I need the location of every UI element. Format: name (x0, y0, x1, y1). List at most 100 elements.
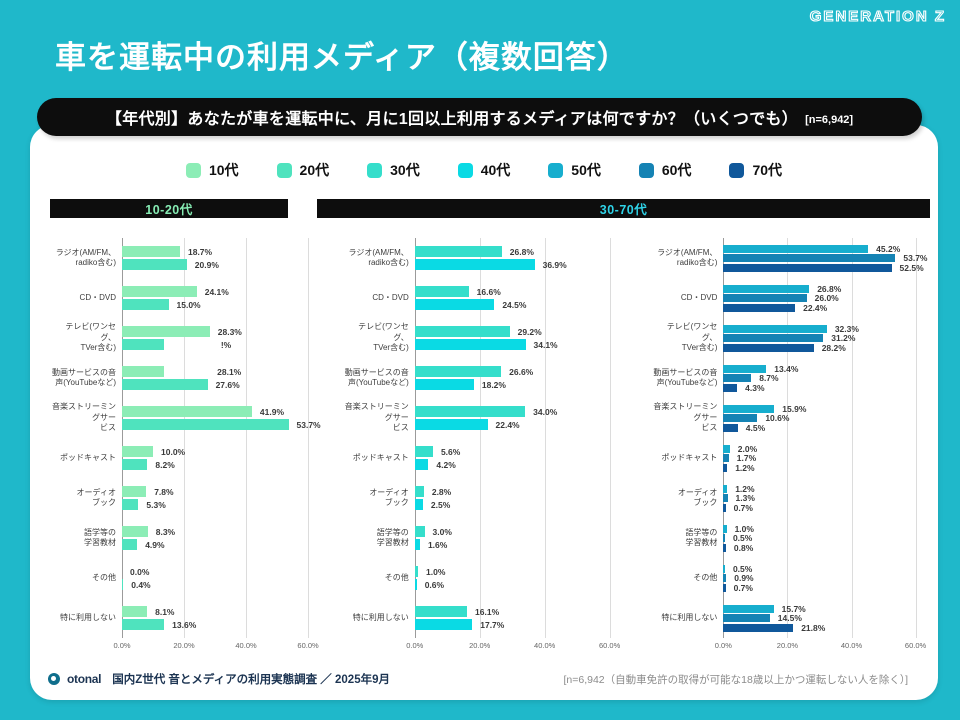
bar-value-label: 2.8% (431, 486, 452, 497)
bar-50代 (723, 564, 725, 573)
x-tick-label: 40.0% (840, 641, 863, 650)
charts-area: ラジオ(AM/FM、 radiko含む) CD・DVD テレビ(ワンセグ、 TVer含む… (30, 230, 938, 654)
bar-30代 (414, 286, 469, 297)
bar-value-label: 15.0% (176, 299, 201, 310)
gridline (308, 238, 310, 638)
bar-line: 53.7% (723, 253, 938, 263)
bar-line: 26.0% (723, 293, 938, 303)
bar-line: 10.6% (723, 413, 938, 423)
bar-line: 2.0% (723, 444, 938, 454)
bar-line: 32.3% (723, 324, 938, 334)
bar-line: 28.3% (122, 326, 330, 337)
bar-value-label: 0.9% (734, 573, 754, 583)
bar-70代 (723, 583, 726, 592)
otonal-logo-icon (48, 673, 60, 685)
bar-40代 (414, 579, 417, 590)
chart-50-70dai: ラジオ(AM/FM、 radiko含む) CD・DVD テレビ(ワンセグ、 TVer含む… (651, 230, 938, 654)
bar-value-label: !% (220, 339, 232, 350)
legend-label: 50代 (571, 162, 601, 178)
bar-line: 34.1% (414, 339, 633, 350)
bar-value-label: 0.6% (424, 579, 445, 590)
x-tick-label: 40.0% (235, 641, 257, 650)
bar-line: 17.7% (414, 619, 633, 630)
bar-value-label: 28.3% (217, 326, 242, 337)
bar-group: 8.1% 13.6% (122, 598, 330, 638)
category-label: テレビ(ワンセグ、 TVer含む) (358, 322, 409, 353)
x-tick-label: 20.0% (776, 641, 799, 650)
legend-swatch-icon (457, 162, 473, 178)
bar-value-label: 13.6% (172, 619, 197, 630)
bar-value-label: 8.7% (759, 373, 779, 383)
bar-line: 3.0% (414, 526, 633, 537)
bar-line: 8.3% (122, 526, 330, 537)
question-pill: 【年代別】あなたが車を運転中に、月に1回以上利用するメディアは何ですか？（いくつ… (37, 98, 922, 136)
legend-label: 30代 (390, 162, 420, 178)
bar-40代 (414, 499, 423, 510)
bar-value-label: 53.7% (903, 253, 928, 263)
bar-line: 4.2% (414, 459, 633, 470)
bar-group: 28.1% 27.6% (122, 358, 330, 398)
bar-value-label: 28.1% (217, 366, 242, 377)
bar-line: 21.8% (723, 623, 938, 633)
category-label: 音楽ストリーミングサー ビス (344, 402, 409, 433)
bar-20代 (122, 459, 148, 470)
bar-group: 1.0% 0.6% (414, 558, 633, 598)
bar-value-label: 1.2% (735, 483, 755, 494)
bar-10代 (122, 326, 210, 337)
bar-10代 (122, 406, 252, 417)
bar-line: 0.4% (122, 579, 330, 590)
bar-group: 15.9% 10.6% 4.5% (723, 398, 938, 438)
bar-30代 (414, 406, 526, 417)
bar-line: 45.2% (723, 244, 938, 254)
x-tick-label: 0.0% (113, 641, 131, 650)
legend-label: 60代 (661, 162, 692, 178)
bar-line: 1.0% (723, 524, 938, 534)
bar-line: 24.1% (122, 286, 330, 297)
bar-group: 7.8% 5.3% (122, 478, 330, 518)
bar-value-label: 8.1% (155, 606, 175, 617)
bar-60代 (723, 574, 727, 582)
question-sample-note: [n=6,942] (805, 113, 854, 126)
legend-swatch-icon (638, 162, 654, 178)
bar-30代 (414, 246, 502, 257)
bar-value-label: 5.3% (146, 499, 166, 510)
bar-group: 0.0% 0.4% (122, 558, 330, 598)
bar-value-label: 24.5% (502, 299, 527, 310)
bar-10代 (122, 606, 148, 617)
category-label: その他 (693, 572, 718, 582)
x-tick-label: 0.0% (406, 641, 424, 650)
bar-line: 2.5% (414, 499, 633, 510)
bar-value-label: 22.4% (495, 419, 520, 430)
bar-group: 5.6% 4.2% (414, 438, 633, 478)
bar-line: 26.8% (414, 246, 633, 257)
bar-10代 (122, 366, 165, 377)
bar-line: 22.4% (723, 303, 938, 313)
bar-60代 (723, 534, 725, 542)
category-label: オーディオ ブック (677, 487, 718, 507)
bar-70代 (723, 303, 796, 312)
category-label: 語学等の 学習教材 (84, 527, 116, 547)
category-label: 動画サービスの音 声(YouTubeなど) (52, 367, 116, 387)
bar-group: 10.0% 8.2% (122, 438, 330, 478)
bar-value-label: 26.0% (814, 293, 839, 303)
bar-line: 1.0% (414, 566, 633, 577)
bar-group: 18.7% 20.9% (122, 238, 330, 278)
category-label: 動画サービスの音 声(YouTubeなど) (653, 367, 718, 387)
category-label: オーディオ ブック (76, 487, 116, 507)
bar-group: 16.1% 17.7% (414, 598, 633, 638)
bar-value-label: 18.7% (187, 246, 213, 257)
bar-70代 (723, 343, 814, 352)
bar-value-label: 13.4% (774, 363, 799, 374)
bar-20代 (122, 419, 289, 430)
otonal-logo-text: otonal (67, 672, 102, 686)
bar-line: 15.7% (723, 604, 938, 614)
legend-item-10代: 10代 (185, 160, 239, 180)
bar-line: 34.0% (414, 406, 633, 417)
bar-70代 (723, 423, 738, 432)
category-label: CD・DVD (372, 292, 409, 302)
category-label: ポッドキャスト (661, 452, 718, 462)
bar-value-label: 1.6% (427, 539, 448, 550)
bar-value-label: 16.6% (476, 286, 501, 297)
bar-50代 (723, 244, 869, 253)
